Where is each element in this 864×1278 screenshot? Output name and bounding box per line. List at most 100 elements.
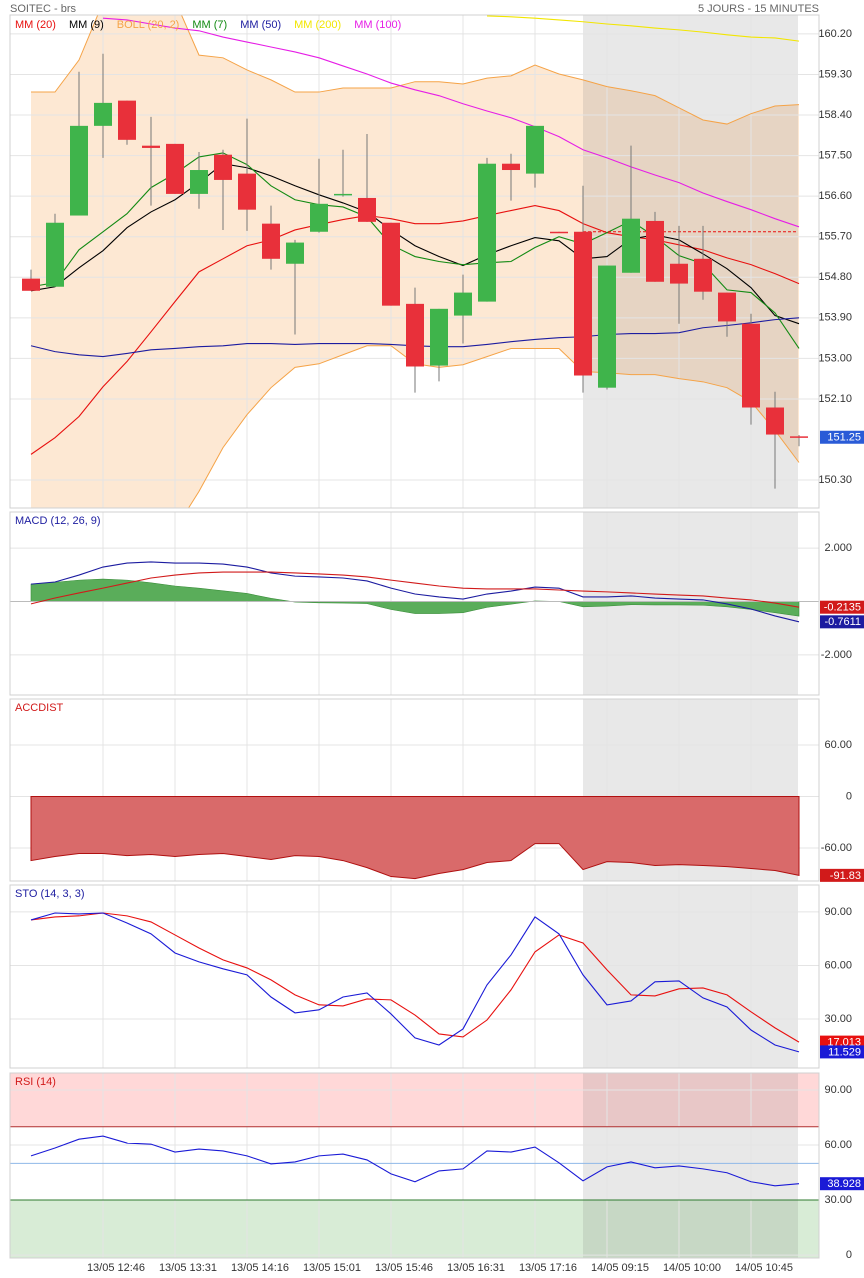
value-tag <box>820 1177 864 1191</box>
y-tick-label: 90.00 <box>824 1084 852 1096</box>
candle-body <box>478 163 496 302</box>
x-tick-label: 13/05 16:31 <box>447 1262 505 1274</box>
macd-line <box>30 571 800 608</box>
candle-body <box>454 292 472 316</box>
candle-body <box>718 292 736 322</box>
y-tick-label: 154.80 <box>818 271 852 283</box>
y-tick-label: 150.30 <box>818 474 852 486</box>
legend-entry: MM (7) <box>192 19 227 31</box>
y-tick-label: 155.70 <box>818 231 852 243</box>
panel-frame <box>9 698 820 882</box>
macd-histogram <box>30 578 800 617</box>
y-tick-label: 160.20 <box>818 28 852 40</box>
candle-body <box>70 125 88 216</box>
candle-body <box>742 323 760 408</box>
candle-body <box>526 125 544 174</box>
moving-average <box>486 15 800 42</box>
value-tag-label: 151.25 <box>827 432 861 444</box>
candle-body <box>598 265 616 388</box>
y-tick-label: 60.00 <box>824 739 852 751</box>
moving-average <box>30 152 800 349</box>
y-tick-label: -60.00 <box>821 842 852 854</box>
plot <box>10 1073 819 1258</box>
y-tick-label: 60.00 <box>824 959 852 971</box>
panel-frame <box>9 1072 820 1259</box>
y-tick-label: 2.000 <box>824 542 852 554</box>
y-tick-label: 157.50 <box>818 150 852 162</box>
panel: 160.20 159.30 158.40 157.50 156.60 155.70 154.… <box>9 14 864 509</box>
legend-entry: MM (9) <box>69 19 104 31</box>
plot <box>10 15 819 508</box>
plot <box>10 699 819 881</box>
x-tick-label: 13/05 15:46 <box>375 1262 433 1274</box>
candle-body <box>574 231 592 376</box>
candle-body <box>238 173 256 210</box>
legend-entry: BOLL (20, 2) <box>117 19 180 31</box>
y-tick-label: 156.60 <box>818 190 852 202</box>
candle-body <box>262 223 280 259</box>
session-shade <box>583 885 798 1068</box>
y-tick-label: 60.00 <box>824 1139 852 1151</box>
candle-body <box>142 145 160 148</box>
candle-body <box>286 242 304 264</box>
value-tag <box>820 1045 864 1059</box>
plot <box>10 512 819 695</box>
period: 5 JOURS - 15 MINUTES <box>698 3 819 15</box>
indicator-line <box>30 1135 800 1187</box>
candle-body <box>190 170 208 194</box>
y-tick-label: 0 <box>846 1249 852 1261</box>
x-tick-label: 14/05 10:45 <box>735 1262 793 1274</box>
candle-body <box>382 222 400 306</box>
value-tag <box>820 600 864 614</box>
plot <box>10 885 819 1068</box>
y-tick-label: 152.10 <box>818 393 852 405</box>
candle-body <box>430 308 448 366</box>
value-tag-label: -91.83 <box>830 870 861 882</box>
x-tick-label: 13/05 13:31 <box>159 1262 217 1274</box>
value-tag-label: -0.7611 <box>825 616 862 628</box>
indicator-line <box>30 912 800 1043</box>
panel-title: ACCDIST <box>15 702 64 714</box>
symbol: SOITEC - brs <box>10 3 77 15</box>
value-tag-label: -0.2135 <box>824 602 861 614</box>
candle-body <box>790 436 808 438</box>
x-tick-label: 13/05 14:16 <box>231 1262 289 1274</box>
x-tick-label: 14/05 09:15 <box>591 1262 649 1274</box>
x-tick-label: 13/05 15:01 <box>303 1262 361 1274</box>
panel: 90.00 60.00 30.00 0 RSI (14) 38.928 <box>9 1072 864 1261</box>
panel-frame <box>9 14 820 509</box>
overbought-zone <box>10 1073 819 1127</box>
value-tag <box>820 430 864 444</box>
candle-body <box>622 218 640 273</box>
candle-body <box>550 231 568 234</box>
candle-body <box>214 154 232 180</box>
candle-body <box>694 258 712 292</box>
candle-body <box>166 143 184 194</box>
indicator-line <box>30 912 800 1053</box>
legend-entry: MM (20) <box>15 19 56 31</box>
candle-body <box>46 222 64 287</box>
candle-body <box>118 100 136 140</box>
y-tick-label: 30.00 <box>824 1013 852 1025</box>
candle-body <box>670 263 688 284</box>
legend-entry: MM (100) <box>354 19 401 31</box>
candle-body <box>406 303 424 367</box>
legend-entry: MM (200) <box>294 19 341 31</box>
value-tag <box>820 868 864 882</box>
moving-average <box>102 17 800 228</box>
y-tick-label: 159.30 <box>818 68 852 80</box>
panel-frame <box>9 511 820 696</box>
x-tick-label: 13/05 12:46 <box>87 1262 145 1274</box>
y-tick-label: 30.00 <box>824 1194 852 1206</box>
panel: 60.00 0 -60.00 ACCDIST -91.83 <box>9 698 864 882</box>
moving-average <box>30 163 800 325</box>
candle-body <box>310 203 328 232</box>
y-tick-label: 90.00 <box>824 906 852 918</box>
panel-title: RSI (14) <box>15 1076 56 1088</box>
session-shade <box>583 1073 798 1258</box>
value-tag <box>820 1035 864 1049</box>
candle-body <box>94 102 112 126</box>
candle-body <box>502 163 520 171</box>
panel-title: STO (14, 3, 3) <box>15 888 85 900</box>
